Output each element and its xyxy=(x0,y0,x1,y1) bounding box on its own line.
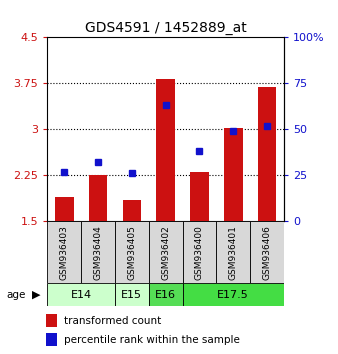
Bar xyxy=(81,221,115,283)
Bar xyxy=(46,333,56,346)
Bar xyxy=(55,197,74,221)
Bar xyxy=(190,172,209,221)
Bar xyxy=(183,283,284,306)
Bar xyxy=(224,128,243,221)
Bar xyxy=(149,221,183,283)
Bar xyxy=(156,79,175,221)
Bar xyxy=(47,221,81,283)
Bar xyxy=(216,221,250,283)
Title: GDS4591 / 1452889_at: GDS4591 / 1452889_at xyxy=(85,21,246,35)
Bar xyxy=(47,283,115,306)
Text: transformed count: transformed count xyxy=(64,316,161,326)
Bar xyxy=(46,314,56,327)
Text: percentile rank within the sample: percentile rank within the sample xyxy=(64,335,240,345)
Bar xyxy=(89,175,107,221)
Bar xyxy=(123,200,141,221)
Text: GSM936402: GSM936402 xyxy=(161,225,170,280)
Bar xyxy=(115,221,149,283)
Bar xyxy=(258,87,276,221)
Text: E16: E16 xyxy=(155,290,176,300)
Bar xyxy=(149,283,183,306)
Bar xyxy=(250,221,284,283)
Text: GSM936403: GSM936403 xyxy=(60,225,69,280)
Bar xyxy=(115,283,149,306)
Text: E17.5: E17.5 xyxy=(217,290,249,300)
Text: GSM936406: GSM936406 xyxy=(263,225,271,280)
Text: GSM936404: GSM936404 xyxy=(94,225,102,280)
Text: age: age xyxy=(7,290,26,300)
Text: E14: E14 xyxy=(71,290,92,300)
Text: GSM936401: GSM936401 xyxy=(229,225,238,280)
Text: E15: E15 xyxy=(121,290,142,300)
Bar xyxy=(183,221,216,283)
Text: GSM936405: GSM936405 xyxy=(127,225,136,280)
Text: ▶: ▶ xyxy=(32,290,41,300)
Text: GSM936400: GSM936400 xyxy=(195,225,204,280)
